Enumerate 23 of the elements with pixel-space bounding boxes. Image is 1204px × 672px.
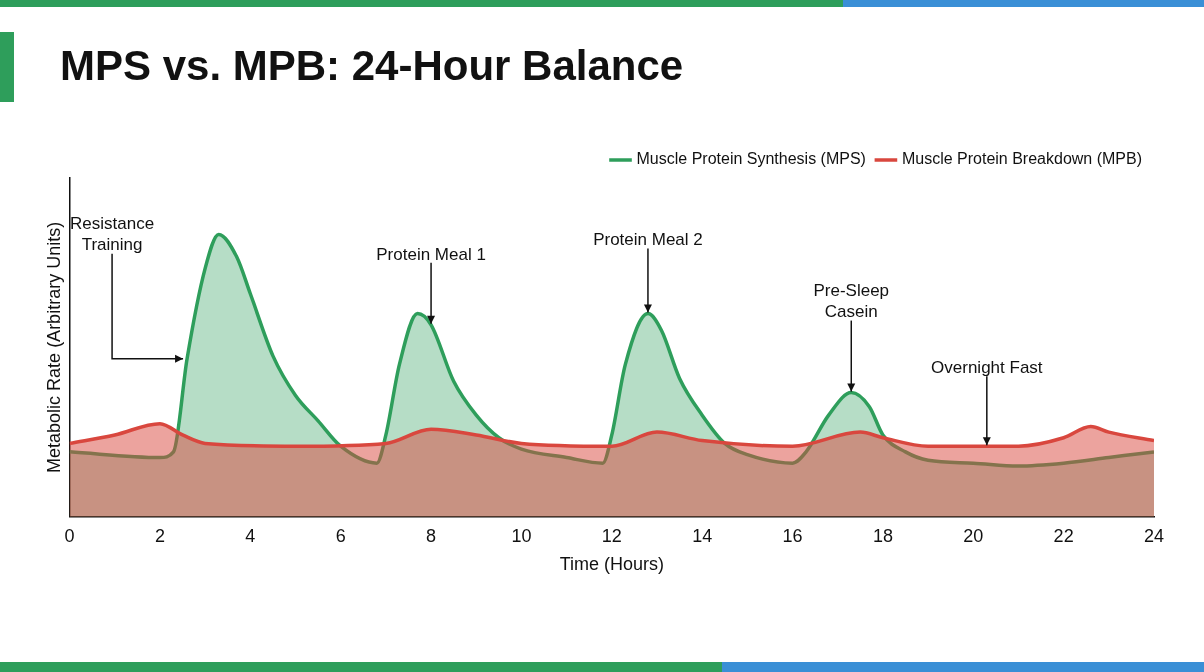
y-axis-title: Metabolic Rate (Arbitrary Units) — [43, 221, 64, 473]
x-tick-label: 24 — [1143, 525, 1165, 546]
x-tick-label: 4 — [245, 525, 256, 546]
x-tick-label: 16 — [782, 525, 803, 546]
annotation: Protein Meal 1 — [376, 244, 486, 264]
x-tick-label: 12 — [601, 525, 622, 546]
x-tick-label: 2 — [154, 525, 165, 546]
x-tick-label: 6 — [335, 525, 346, 546]
legend-label: Muscle Protein Synthesis (MPS) — [636, 150, 866, 168]
x-axis-title: Time (Hours) — [559, 554, 664, 575]
legend-label: Muscle Protein Breakdown (MPB) — [901, 150, 1143, 168]
x-tick-label: 14 — [692, 525, 713, 546]
chart-title: MPS vs. MPB: 24-Hour Balance — [60, 42, 684, 90]
x-tick-label: 18 — [872, 525, 893, 546]
x-tick-label: 0 — [64, 525, 75, 546]
x-tick-label: 20 — [963, 525, 984, 546]
x-tick-label: 10 — [511, 525, 532, 546]
annotation: Pre-Sleep Casein — [813, 281, 890, 322]
x-tick-label: 8 — [426, 525, 437, 546]
annotation: Protein Meal 2 — [593, 230, 703, 250]
x-tick-label: 22 — [1053, 525, 1074, 546]
annotation: Resistance Training — [70, 214, 155, 255]
annotation: Overnight Fast — [931, 357, 1043, 377]
